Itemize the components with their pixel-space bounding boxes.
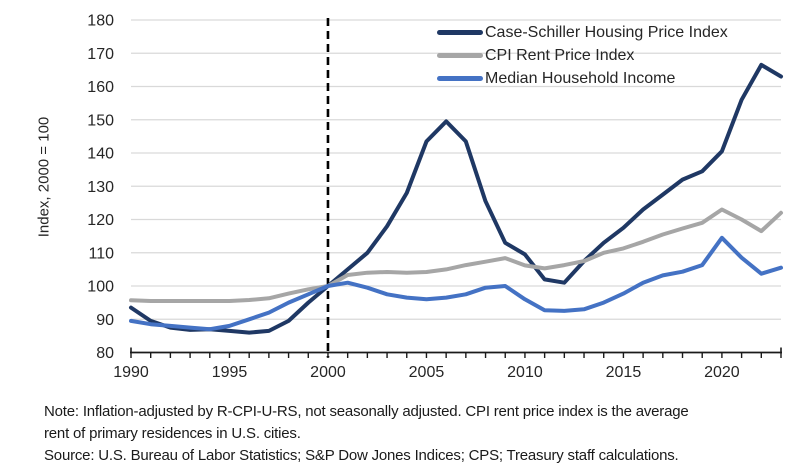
source-line: Source: U.S. Bureau of Labor Statistics;… (44, 447, 679, 464)
legend-line-swatch-cpi-rent (437, 53, 483, 58)
series-line-median-household-income (129, 235, 783, 332)
x-tick-label-2020: 2020 (704, 364, 740, 381)
y-tick-label-110: 110 (88, 245, 114, 262)
x-tick-label-1995: 1995 (212, 364, 248, 381)
y-tick-label-120: 120 (87, 212, 114, 229)
y-tick-label-90: 90 (96, 312, 114, 329)
legend-label: Median Household Income (485, 69, 676, 87)
y-axis-title: Index, 2000 = 100 (35, 116, 53, 238)
line-chart-canvas: 80 90 100 110 120 130 140 150 160 170 180 1990 1995 2… (87, 13, 783, 381)
legend-line-swatch-case-schiller (437, 30, 483, 35)
legend-line-swatch-median-income (437, 76, 483, 81)
x-tick-label-2015: 2015 (606, 364, 642, 381)
y-tick-label-80: 80 (96, 345, 114, 362)
series-line-case-schiller-housing-price-index (129, 62, 783, 335)
y-tick-label-150: 150 (87, 112, 114, 129)
y-tick-label-180: 180 (87, 13, 114, 30)
y-tick-label-130: 130 (87, 179, 114, 196)
y-tick-label-140: 140 (87, 146, 114, 163)
legend-label: CPI Rent Price Index (485, 46, 635, 64)
series-line-cpi-rent-price-index (129, 207, 783, 303)
x-tick-label-2000: 2000 (310, 364, 346, 381)
legend-item-cpi-rent: CPI Rent Price Index (437, 44, 728, 67)
y-tick-label-100: 100 (87, 279, 114, 296)
legend-item-case-schiller: Case-Schiller Housing Price Index (437, 21, 728, 44)
x-tick-label-2005: 2005 (409, 364, 445, 381)
note-line-1: Note: Inflation-adjusted by R-CPI-U-RS, … (44, 403, 689, 420)
chart-legend: Case-Schiller Housing Price Index CPI Re… (437, 21, 728, 90)
legend-label: Case-Schiller Housing Price Index (485, 23, 728, 41)
legend-item-median-income: Median Household Income (437, 67, 728, 90)
chart-footnote: Note: Inflation-adjusted by R-CPI-U-RS, … (44, 401, 689, 467)
y-tick-label-160: 160 (87, 79, 114, 96)
note-line-2: rent of primary residences in U.S. citie… (44, 425, 301, 442)
x-tick-label-2010: 2010 (507, 364, 543, 381)
y-tick-label-170: 170 (87, 46, 114, 63)
x-tick-label-1990: 1990 (113, 364, 149, 381)
